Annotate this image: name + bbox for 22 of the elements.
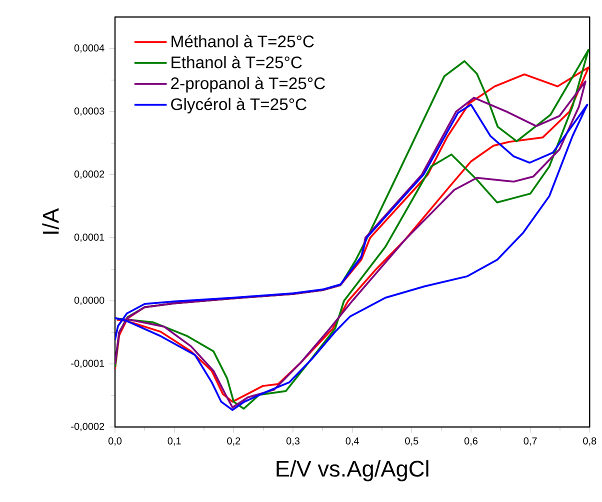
legend-label: Ethanol à T=25°C (172, 56, 302, 68)
x-tick-label: 0,0 (108, 437, 122, 446)
y-tick-label: 0,0004 (74, 44, 104, 53)
y-tick-label: 0,0002 (74, 170, 104, 179)
y-axis-title: I/A (42, 208, 59, 234)
y-tick-label: 0,0000 (74, 296, 104, 305)
y-tick-label: -0,0001 (71, 360, 104, 368)
x-tick-label: 0,2 (227, 437, 240, 446)
legend-label: 2-propanol à T=25°C (171, 76, 325, 92)
x-tick-label: 0,5 (405, 437, 418, 446)
y-tick-label: 0,0001 (74, 234, 104, 242)
y-tick-label: 0,0003 (74, 107, 104, 116)
x-tick-label: 0,3 (286, 437, 300, 446)
x-tick-label: 0,1 (168, 437, 181, 446)
x-tick-label: 0,8 (583, 437, 596, 446)
x-axis-title: E/V vs.Ag/AgCl (276, 460, 428, 482)
x-tick-label: 0,4 (346, 437, 359, 446)
x-tick-label: 0,7 (524, 437, 537, 446)
y-tick-label: -0,0002 (71, 422, 104, 432)
legend-label: Méthanol à T=25°C (172, 34, 314, 48)
legend-label: Glycérol à T=25°C (171, 98, 306, 114)
x-tick-label: 0,6 (464, 437, 478, 446)
